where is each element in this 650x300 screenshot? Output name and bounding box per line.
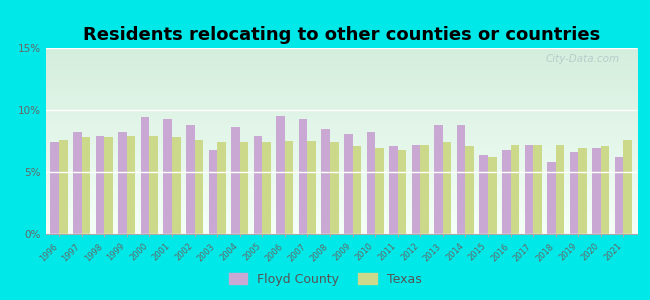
Title: Residents relocating to other counties or countries: Residents relocating to other counties o… — [83, 26, 600, 44]
Bar — [285, 141, 293, 234]
Bar — [615, 157, 623, 234]
Bar — [398, 150, 406, 234]
Bar — [231, 128, 240, 234]
Bar — [375, 148, 383, 234]
Bar — [330, 142, 339, 234]
Bar — [262, 142, 271, 234]
Bar — [240, 142, 248, 234]
Bar — [623, 140, 632, 234]
Bar — [525, 145, 533, 234]
Bar — [533, 145, 541, 234]
Bar — [480, 154, 488, 234]
Bar — [457, 125, 465, 234]
Bar — [150, 136, 158, 234]
Bar — [592, 148, 601, 234]
Bar — [209, 150, 217, 234]
Bar — [186, 125, 194, 234]
Bar — [217, 142, 226, 234]
Bar — [141, 117, 150, 234]
Bar — [578, 148, 587, 234]
Bar — [127, 136, 135, 234]
Bar — [118, 132, 127, 234]
Bar — [254, 136, 262, 234]
Text: City-Data.com: City-Data.com — [545, 54, 619, 64]
Bar — [510, 145, 519, 234]
Bar — [344, 134, 352, 234]
Bar — [389, 146, 398, 234]
Bar — [276, 116, 285, 234]
Bar — [299, 119, 307, 234]
Bar — [465, 146, 474, 234]
Bar — [59, 140, 68, 234]
Bar — [556, 145, 564, 234]
Legend: Floyd County, Texas: Floyd County, Texas — [224, 268, 426, 291]
Bar — [51, 142, 59, 234]
Bar — [307, 141, 316, 234]
Bar — [421, 145, 429, 234]
Bar — [104, 137, 113, 234]
Bar — [434, 125, 443, 234]
Bar — [547, 162, 556, 234]
Bar — [569, 152, 578, 234]
Bar — [73, 132, 82, 234]
Bar — [443, 142, 451, 234]
Bar — [601, 146, 610, 234]
Bar — [163, 119, 172, 234]
Bar — [367, 132, 375, 234]
Bar — [352, 146, 361, 234]
Bar — [172, 137, 181, 234]
Bar — [82, 137, 90, 234]
Bar — [502, 150, 510, 234]
Bar — [194, 140, 203, 234]
Bar — [96, 136, 104, 234]
Bar — [321, 129, 330, 234]
Bar — [488, 157, 497, 234]
Bar — [411, 145, 421, 234]
